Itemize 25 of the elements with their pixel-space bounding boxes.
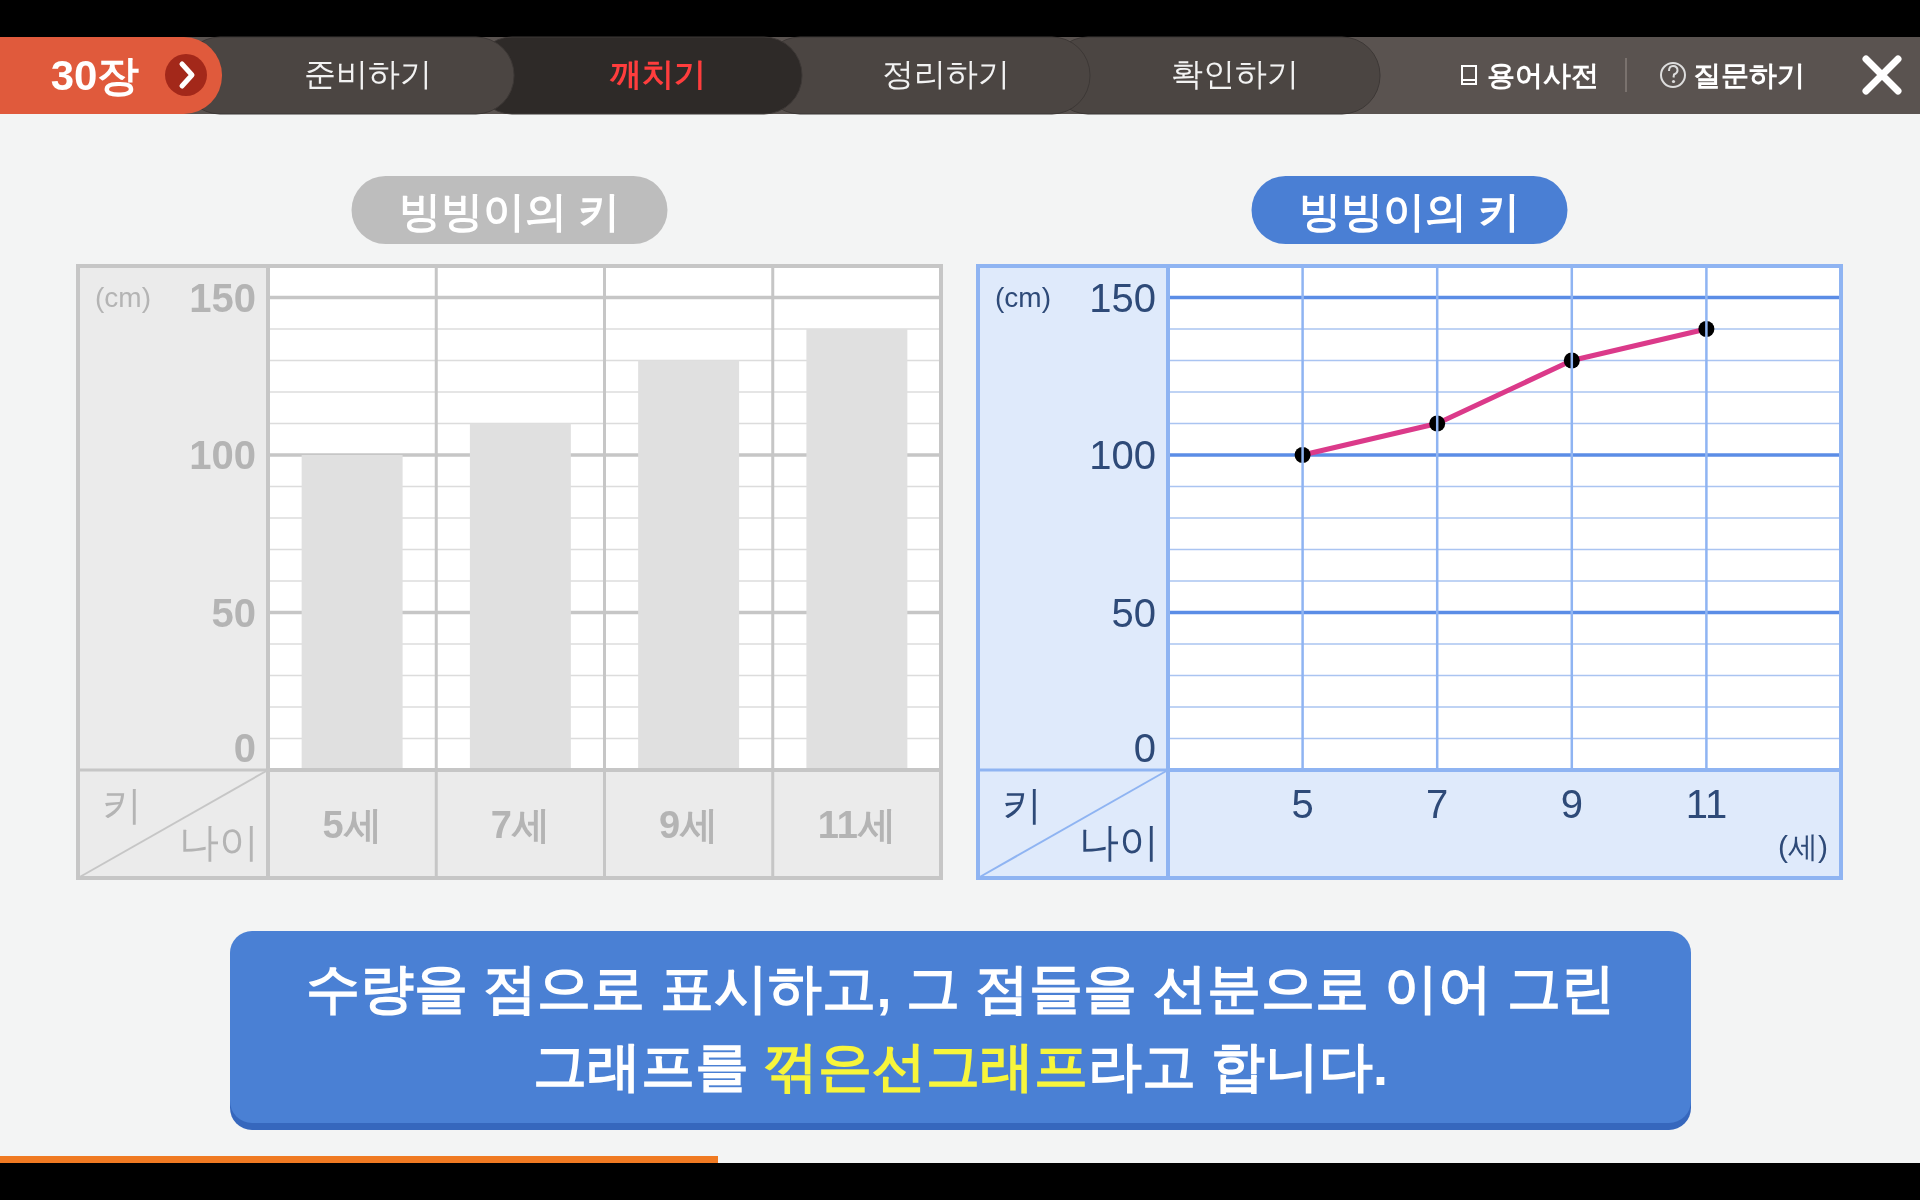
text: 깨치기 — [609, 56, 706, 92]
text: 수량을 점으로 표시하고, 그 점들을 선분으로 이어 그린 — [306, 958, 1615, 1018]
y-axis-title: 키 — [1002, 783, 1042, 827]
text: 라고 합니다. — [1088, 1036, 1389, 1096]
x-tick-label: 11 — [1685, 782, 1728, 826]
chart-title: 빙빙이의 키 — [398, 187, 621, 235]
text: 정리하기 — [882, 56, 1010, 92]
text: 질문하기 — [1693, 59, 1805, 91]
x-axis-title: 나이 — [1079, 820, 1159, 864]
text: (세) — [1778, 829, 1828, 863]
y-tick-label: 150 — [1089, 275, 1156, 320]
text: 확인하기 — [1171, 56, 1299, 92]
x-tick-label: 9 — [1560, 782, 1583, 826]
x-tick-label: 7 — [1426, 782, 1449, 826]
text: 용어사전 — [1487, 59, 1599, 91]
y-tick-label: 100 — [1089, 433, 1156, 477]
text: 꺾은선그래프 — [764, 1036, 1088, 1096]
text: 준비하기 — [304, 56, 432, 92]
text: 30장 — [50, 51, 140, 99]
y-tick-label: 50 — [1111, 590, 1156, 635]
text: 그래프를 — [532, 1036, 750, 1096]
chart-title: 빙빙이의 키 — [1298, 187, 1521, 235]
y-tick-label: 0 — [1133, 726, 1156, 770]
text: (cm) — [995, 281, 1051, 313]
x-tick-label: 5 — [1291, 782, 1314, 826]
